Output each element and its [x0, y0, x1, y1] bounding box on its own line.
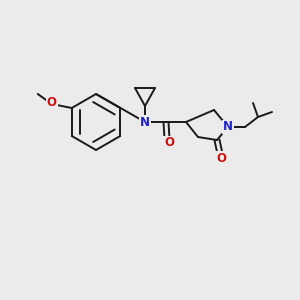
Text: O: O	[164, 136, 174, 149]
Text: O: O	[47, 97, 57, 110]
Text: N: N	[140, 116, 150, 128]
Text: O: O	[216, 152, 226, 164]
Text: N: N	[223, 121, 233, 134]
